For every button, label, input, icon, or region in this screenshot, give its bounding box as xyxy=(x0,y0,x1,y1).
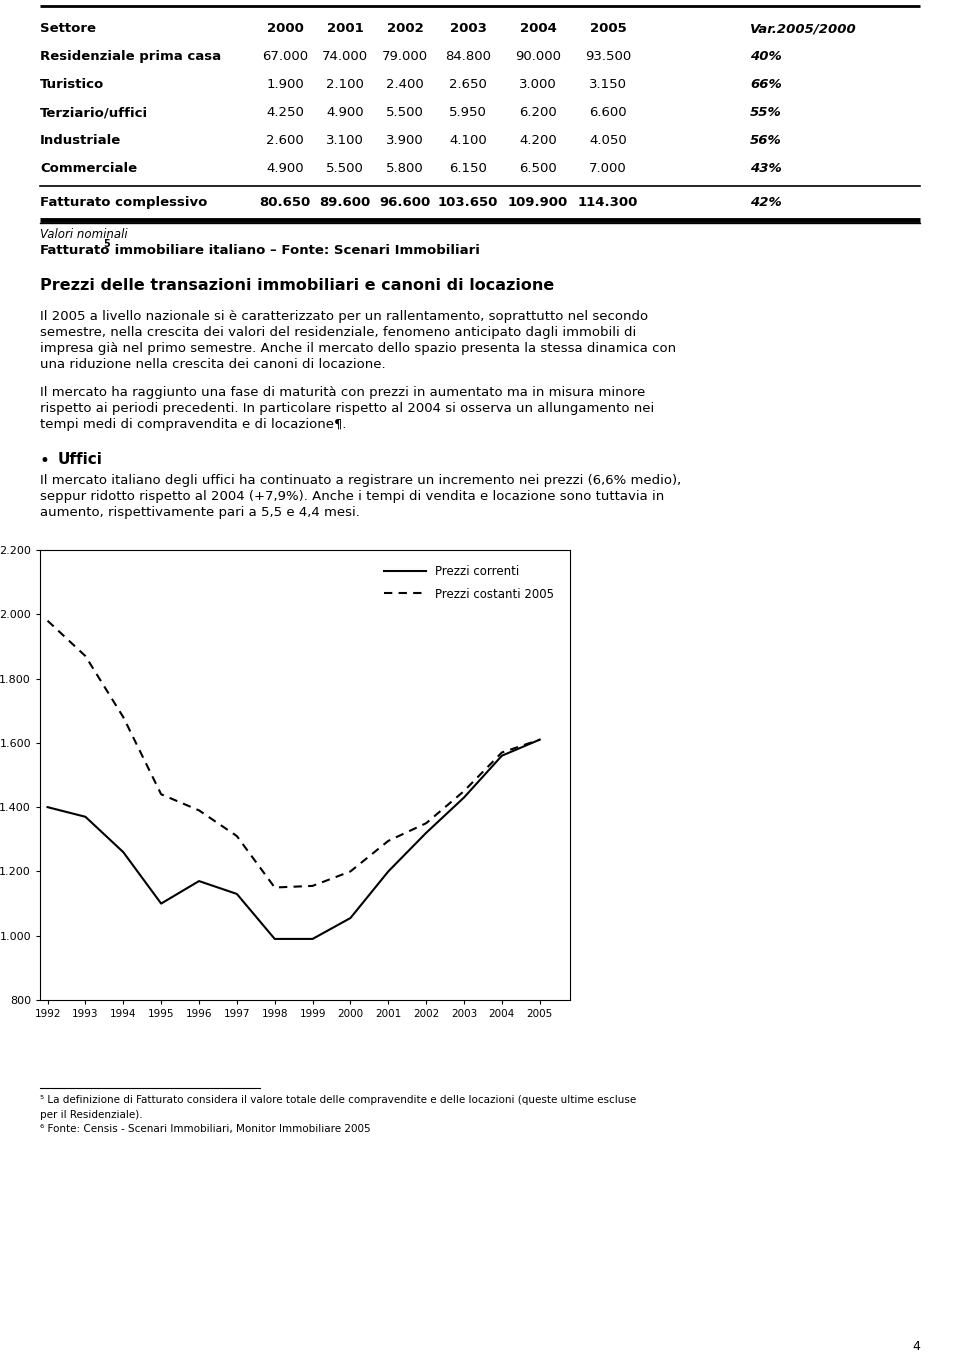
Text: rispetto ai periodi precedenti. In particolare rispetto al 2004 si osserva un al: rispetto ai periodi precedenti. In parti… xyxy=(40,402,655,415)
Text: 3.000: 3.000 xyxy=(519,78,557,91)
Text: 89.600: 89.600 xyxy=(320,196,371,209)
Text: 6.500: 6.500 xyxy=(519,162,557,175)
Text: aumento, rispettivamente pari a 5,5 e 4,4 mesi.: aumento, rispettivamente pari a 5,5 e 4,… xyxy=(40,506,360,518)
Text: ⁶ Fonte: Censis - Scenari Immobiliari, Monitor Immobiliare 2005: ⁶ Fonte: Censis - Scenari Immobiliari, M… xyxy=(40,1124,371,1133)
Text: 3.100: 3.100 xyxy=(326,134,364,147)
Text: semestre, nella crescita dei valori del residenziale, fenomeno anticipato dagli : semestre, nella crescita dei valori del … xyxy=(40,326,636,340)
Text: Residenziale prima casa: Residenziale prima casa xyxy=(40,50,221,63)
Text: 2001: 2001 xyxy=(326,22,364,35)
Text: 74.000: 74.000 xyxy=(322,50,368,63)
Text: 2.600: 2.600 xyxy=(266,134,304,147)
Text: 5: 5 xyxy=(103,239,109,250)
Text: 7.000: 7.000 xyxy=(589,162,627,175)
Text: 55%: 55% xyxy=(750,106,781,119)
Text: 5.950: 5.950 xyxy=(449,106,487,119)
Text: Settore: Settore xyxy=(40,22,96,35)
Text: 5.500: 5.500 xyxy=(386,106,424,119)
Text: 43%: 43% xyxy=(750,162,781,175)
Text: tempi medi di compravendita e di locazione¶.: tempi medi di compravendita e di locazio… xyxy=(40,417,347,431)
Text: 93.500: 93.500 xyxy=(585,50,631,63)
Text: immobiliare italiano – Fonte: Scenari Immobiliari: immobiliare italiano – Fonte: Scenari Im… xyxy=(110,244,480,256)
Text: 2004: 2004 xyxy=(519,22,557,35)
Text: 103.650: 103.650 xyxy=(438,196,498,209)
Text: Fatturato: Fatturato xyxy=(40,244,110,256)
Text: 6.150: 6.150 xyxy=(449,162,487,175)
Text: 1.900: 1.900 xyxy=(266,78,304,91)
Text: 4.050: 4.050 xyxy=(589,134,627,147)
Text: impresa già nel primo semestre. Anche il mercato dello spazio presenta la stessa: impresa già nel primo semestre. Anche il… xyxy=(40,342,676,355)
Text: 2000: 2000 xyxy=(267,22,303,35)
Text: 2.100: 2.100 xyxy=(326,78,364,91)
Text: Turistico: Turistico xyxy=(40,78,105,91)
Text: Fatturato complessivo: Fatturato complessivo xyxy=(40,196,207,209)
Text: ⁵ La definizione di Fatturato considera il valore totale delle compravendite e d: ⁵ La definizione di Fatturato considera … xyxy=(40,1095,636,1105)
Text: Commerciale: Commerciale xyxy=(40,162,137,175)
Text: 2002: 2002 xyxy=(387,22,423,35)
Text: una riduzione nella crescita dei canoni di locazione.: una riduzione nella crescita dei canoni … xyxy=(40,357,386,371)
Text: Prezzi delle transazioni immobiliari e canoni di locazione: Prezzi delle transazioni immobiliari e c… xyxy=(40,278,554,293)
Text: 79.000: 79.000 xyxy=(382,50,428,63)
Text: 4.200: 4.200 xyxy=(519,134,557,147)
Text: 4: 4 xyxy=(912,1339,920,1353)
Text: Terziario/uffici: Terziario/uffici xyxy=(40,106,148,119)
Text: 90.000: 90.000 xyxy=(515,50,561,63)
Text: Industriale: Industriale xyxy=(40,134,121,147)
Text: 80.650: 80.650 xyxy=(259,196,311,209)
Text: 4.900: 4.900 xyxy=(266,162,303,175)
Text: 109.900: 109.900 xyxy=(508,196,568,209)
Text: Valori nominali: Valori nominali xyxy=(40,228,128,241)
Text: 5.800: 5.800 xyxy=(386,162,424,175)
Text: 2.650: 2.650 xyxy=(449,78,487,91)
Text: •: • xyxy=(40,451,50,471)
Text: 4.900: 4.900 xyxy=(326,106,364,119)
Text: per il Residenziale).: per il Residenziale). xyxy=(40,1110,143,1120)
Text: 56%: 56% xyxy=(750,134,781,147)
Text: 84.800: 84.800 xyxy=(445,50,491,63)
Text: Var.2005/2000: Var.2005/2000 xyxy=(750,22,856,35)
Text: 2003: 2003 xyxy=(449,22,487,35)
Text: Uffici: Uffici xyxy=(58,451,103,466)
Text: 96.600: 96.600 xyxy=(379,196,431,209)
Text: 3.900: 3.900 xyxy=(386,134,424,147)
Text: Il mercato italiano degli uffici ha continuato a registrare un incremento nei pr: Il mercato italiano degli uffici ha cont… xyxy=(40,475,682,487)
Text: Il 2005 a livello nazionale si è caratterizzato per un rallentamento, soprattutt: Il 2005 a livello nazionale si è caratte… xyxy=(40,310,648,323)
Text: 5.500: 5.500 xyxy=(326,162,364,175)
Text: 114.300: 114.300 xyxy=(578,196,638,209)
Text: 3.150: 3.150 xyxy=(589,78,627,91)
Text: 4.100: 4.100 xyxy=(449,134,487,147)
Text: Il mercato ha raggiunto una fase di maturità con prezzi in aumentato ma in misur: Il mercato ha raggiunto una fase di matu… xyxy=(40,386,645,400)
Text: 2.400: 2.400 xyxy=(386,78,424,91)
Text: 6.600: 6.600 xyxy=(589,106,627,119)
Text: 40%: 40% xyxy=(750,50,781,63)
Text: 67.000: 67.000 xyxy=(262,50,308,63)
Text: 4.250: 4.250 xyxy=(266,106,304,119)
Text: 2005: 2005 xyxy=(589,22,626,35)
Text: 42%: 42% xyxy=(750,196,781,209)
Text: seppur ridotto rispetto al 2004 (+7,9%). Anche i tempi di vendita e locazione so: seppur ridotto rispetto al 2004 (+7,9%).… xyxy=(40,490,664,503)
Legend: Prezzi correnti, Prezzi costanti 2005: Prezzi correnti, Prezzi costanti 2005 xyxy=(379,561,559,606)
Text: 66%: 66% xyxy=(750,78,781,91)
Text: 6.200: 6.200 xyxy=(519,106,557,119)
